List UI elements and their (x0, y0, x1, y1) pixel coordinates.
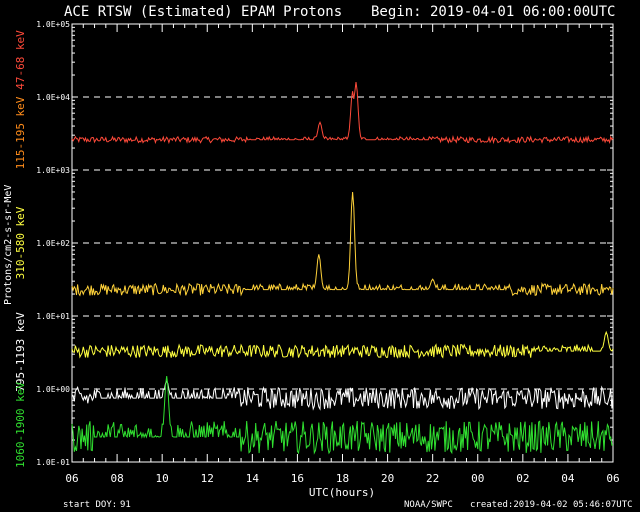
y-tick-label: 1.0E-01 (36, 458, 70, 467)
x-tick-label: 02 (516, 472, 529, 485)
x-tick-label: 16 (291, 472, 304, 485)
grid-lines (72, 96, 613, 390)
series-line (71, 379, 614, 411)
legend-labels: 47-68 keV 115-195 keV 310-580 keV 795-1193 … (14, 30, 27, 468)
x-tick-label: 00 (471, 472, 484, 485)
x-tick-label: 20 (381, 472, 394, 485)
y-tick-label: 1.0E+04 (36, 93, 70, 102)
series-line (71, 191, 614, 297)
series-line (71, 82, 614, 145)
x-axis-ticks: 06 08 10 12 14 16 18 20 22 00 02 04 06 (65, 24, 620, 485)
legend-label: 1060-1900 keV (14, 382, 27, 468)
source-label: NOAA/SWPC (404, 500, 453, 510)
series-line (71, 330, 614, 359)
start-doy-label: start DOY: (63, 500, 117, 510)
x-tick-label: 18 (336, 472, 349, 485)
y-axis-ticks: 1.0E-01 1.0E+00 1.0E+01 1.0E+02 1.0E+03 1.0E+… (36, 20, 613, 467)
x-axis-label: UTC(hours) (309, 486, 375, 499)
series-lines (71, 82, 614, 455)
x-tick-label: 14 (246, 472, 260, 485)
y-tick-label: 1.0E+05 (36, 20, 70, 29)
y-tick-label: 1.0E+01 (36, 312, 70, 321)
legend-label: 115-195 keV (14, 96, 27, 169)
start-doy-value: 91 (120, 500, 131, 510)
y-tick-label: 1.0E+02 (36, 239, 70, 248)
x-tick-label: 04 (561, 472, 575, 485)
series-line (71, 376, 614, 455)
y-axis-label: Protons/cm2-s-sr-MeV (3, 185, 14, 305)
x-tick-label: 22 (426, 472, 439, 485)
legend-label: 795-1193 keV (14, 312, 27, 392)
x-tick-label: 10 (156, 472, 169, 485)
x-tick-label: 12 (201, 472, 214, 485)
legend-label: 47-68 keV (14, 30, 27, 90)
chart-title: ACE RTSW (Estimated) EPAM Protons (64, 4, 342, 20)
x-tick-label: 06 (606, 472, 619, 485)
y-tick-label: 1.0E+03 (36, 166, 70, 175)
x-tick-label: 08 (110, 472, 123, 485)
created-label: created:2019-04-02 05:46:07UTC (470, 500, 633, 510)
legend-label: 310-580 keV (14, 206, 27, 279)
x-tick-label: 06 (65, 472, 78, 485)
begin-label: Begin: 2019-04-01 06:00:00UTC (371, 4, 615, 20)
y-tick-label: 1.0E+00 (36, 385, 70, 394)
